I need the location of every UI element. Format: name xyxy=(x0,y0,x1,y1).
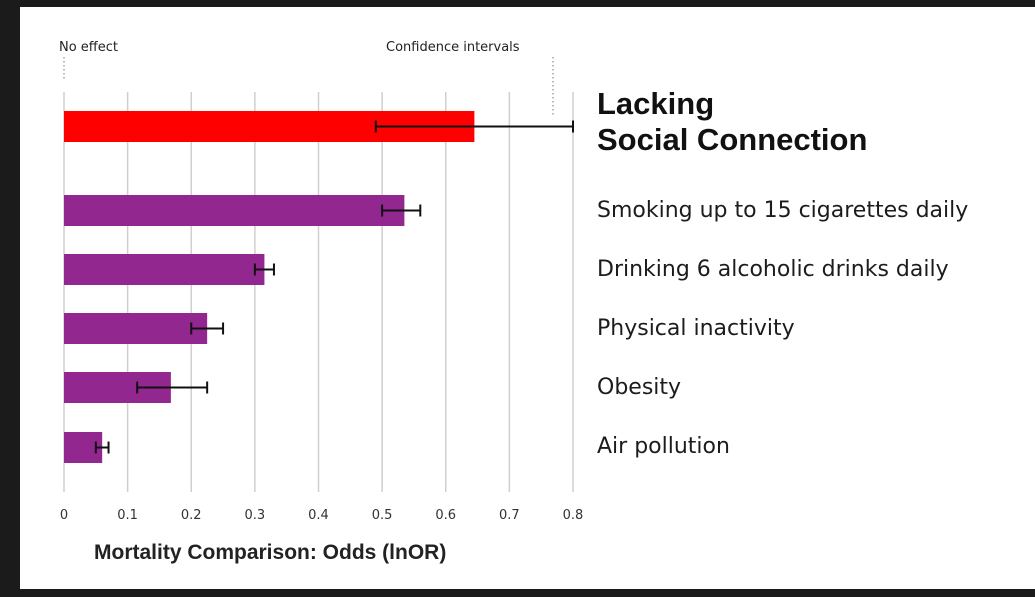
x-axis-label: Mortality Comparison: Odds (lnOR) xyxy=(94,541,447,564)
no-effect-annotation: No effect xyxy=(59,40,119,55)
confidence-intervals-annotation: Confidence intervals xyxy=(386,40,520,55)
bar-3 xyxy=(64,313,208,344)
chart-panel xyxy=(20,7,1035,589)
x-tick-label-2: 0.2 xyxy=(180,508,202,523)
label-lacking-social-connection: Lacking Social Connection xyxy=(597,86,867,158)
x-tick-label-5: 0.5 xyxy=(371,508,393,523)
label-smoking: Smoking up to 15 cigarettes daily xyxy=(597,198,969,223)
x-tick-label-4: 0.4 xyxy=(308,508,329,523)
label-line-1: Lacking xyxy=(597,86,715,121)
x-tick-label-1: 0.1 xyxy=(117,508,138,523)
x-tick-label-8: 0.8 xyxy=(562,508,584,523)
label-physical-inactivity: Physical inactivity xyxy=(597,316,795,341)
bar-2 xyxy=(64,254,265,285)
bar-1 xyxy=(64,195,405,226)
label-line-2: Social Connection xyxy=(597,122,868,157)
x-tick-label-6: 0.6 xyxy=(435,508,457,523)
x-tick-label-0: 0 xyxy=(59,508,69,523)
label-obesity: Obesity xyxy=(597,375,682,400)
label-air-pollution: Air pollution xyxy=(597,434,730,459)
label-drinking: Drinking 6 alcoholic drinks daily xyxy=(597,257,949,282)
x-tick-label-3: 0.3 xyxy=(244,508,266,523)
x-tick-label-7: 0.7 xyxy=(499,508,520,523)
